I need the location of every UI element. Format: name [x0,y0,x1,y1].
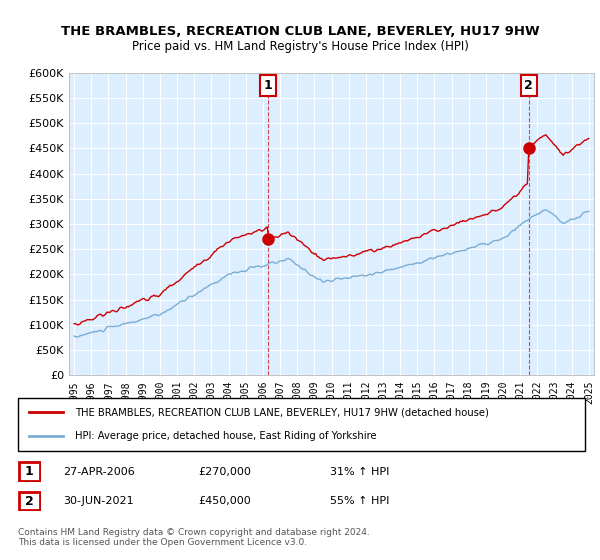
Text: 1: 1 [264,79,273,92]
Text: £270,000: £270,000 [198,466,251,477]
Text: Contains HM Land Registry data © Crown copyright and database right 2024.
This d: Contains HM Land Registry data © Crown c… [18,528,370,547]
Text: 31% ↑ HPI: 31% ↑ HPI [330,466,389,477]
Text: HPI: Average price, detached house, East Riding of Yorkshire: HPI: Average price, detached house, East… [75,431,376,441]
Text: 2: 2 [524,79,533,92]
Text: 55% ↑ HPI: 55% ↑ HPI [330,496,389,506]
Text: THE BRAMBLES, RECREATION CLUB LANE, BEVERLEY, HU17 9HW (detached house): THE BRAMBLES, RECREATION CLUB LANE, BEVE… [75,408,488,418]
Text: 1: 1 [25,465,34,478]
FancyBboxPatch shape [19,463,40,480]
FancyBboxPatch shape [19,492,40,510]
Text: £450,000: £450,000 [198,496,251,506]
Text: 2: 2 [25,494,34,508]
Text: 30-JUN-2021: 30-JUN-2021 [63,496,134,506]
FancyBboxPatch shape [18,398,585,451]
Text: Price paid vs. HM Land Registry's House Price Index (HPI): Price paid vs. HM Land Registry's House … [131,40,469,53]
Text: 27-APR-2006: 27-APR-2006 [63,466,135,477]
Text: THE BRAMBLES, RECREATION CLUB LANE, BEVERLEY, HU17 9HW: THE BRAMBLES, RECREATION CLUB LANE, BEVE… [61,25,539,38]
